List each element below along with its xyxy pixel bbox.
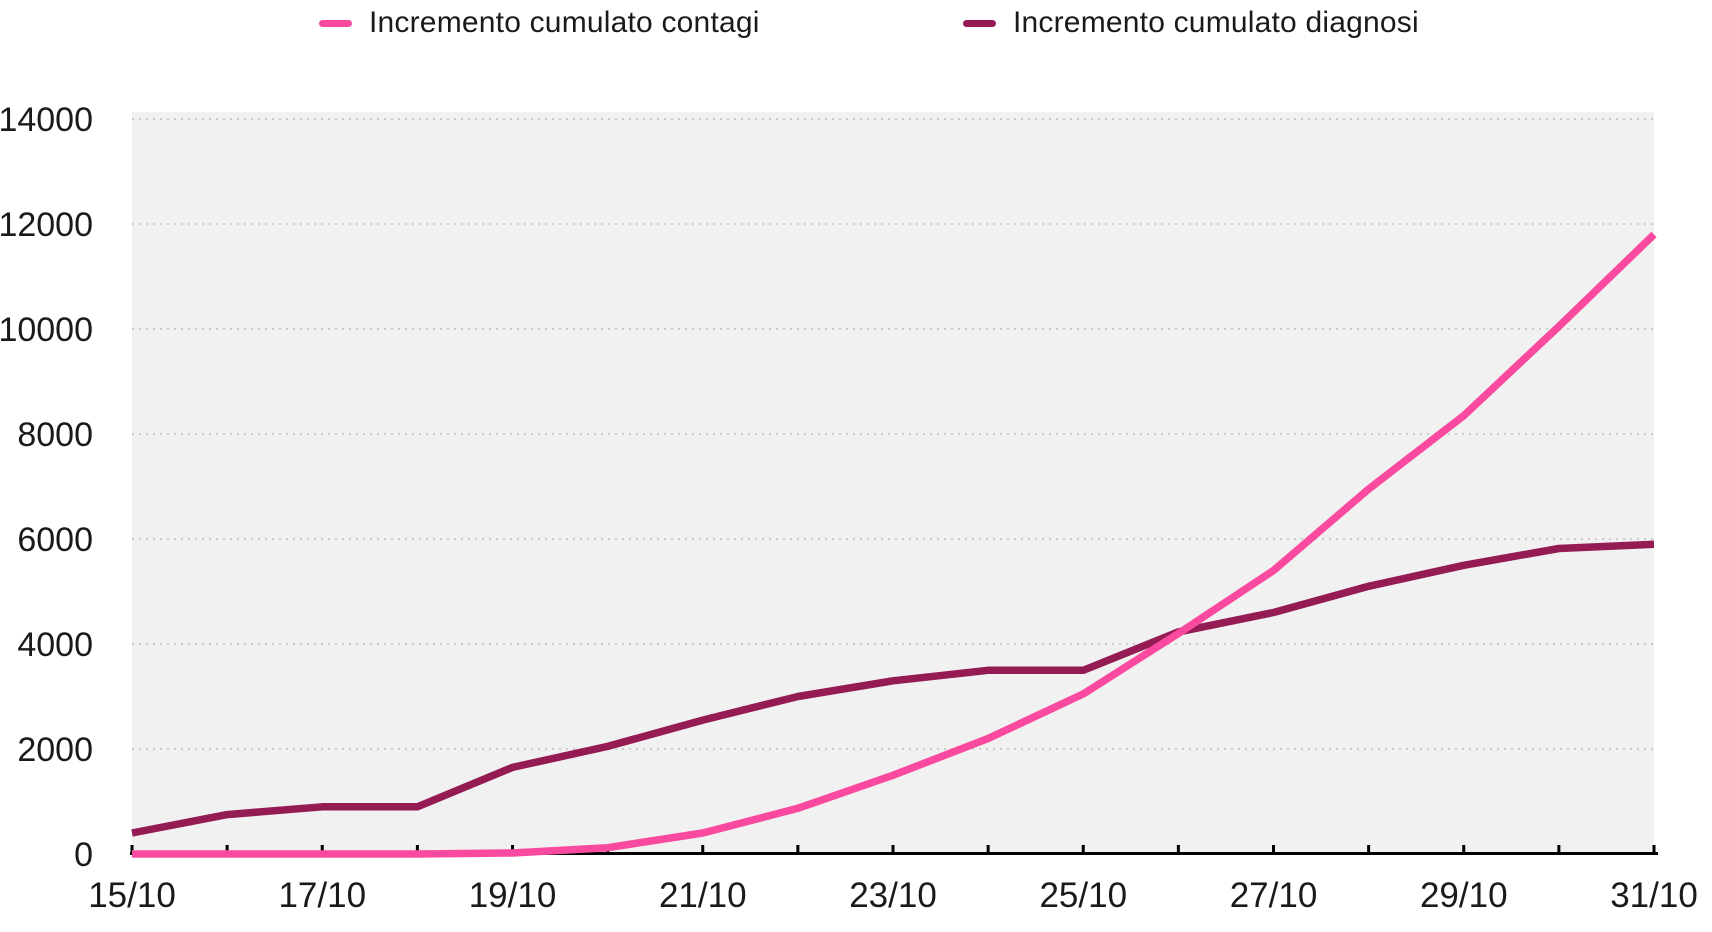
legend-swatch-diagnosi-icon [963,19,996,27]
x-tick-label: 27/10 [1230,876,1318,915]
series-line-diagnosi [131,540,1655,837]
x-tick-label: 17/10 [278,876,366,915]
x-tick-label: 21/10 [659,876,747,915]
y-tick-label: 6000 [17,521,93,559]
x-tick-label: 15/10 [88,876,176,915]
plot-area [132,112,1654,854]
x-tick-label: 25/10 [1039,876,1127,915]
legend-item-diagnosi: Incremento cumulato diagnosi [963,6,1419,40]
series-line-contagi [132,231,1657,858]
y-tick-label: 4000 [17,626,93,664]
legend: Incremento cumulato contagi Incremento c… [0,0,1712,46]
y-tick-label: 10000 [0,311,93,349]
y-tick-label: 12000 [0,206,93,244]
y-tick-label: 14000 [0,101,93,139]
y-tick-label: 2000 [17,731,93,769]
legend-swatch-contagi-icon [319,19,352,27]
legend-label-contagi: Incremento cumulato contagi [369,6,760,39]
legend-label-diagnosi: Incremento cumulato diagnosi [1013,6,1419,39]
y-tick-label: 8000 [17,416,93,454]
x-tick-label: 23/10 [849,876,937,915]
x-tick-label: 29/10 [1420,876,1508,915]
y-tick-label: 0 [74,836,93,874]
x-tick-label: 31/10 [1610,876,1698,915]
x-tick-label: 19/10 [469,876,557,915]
legend-item-contagi: Incremento cumulato contagi [319,6,760,40]
